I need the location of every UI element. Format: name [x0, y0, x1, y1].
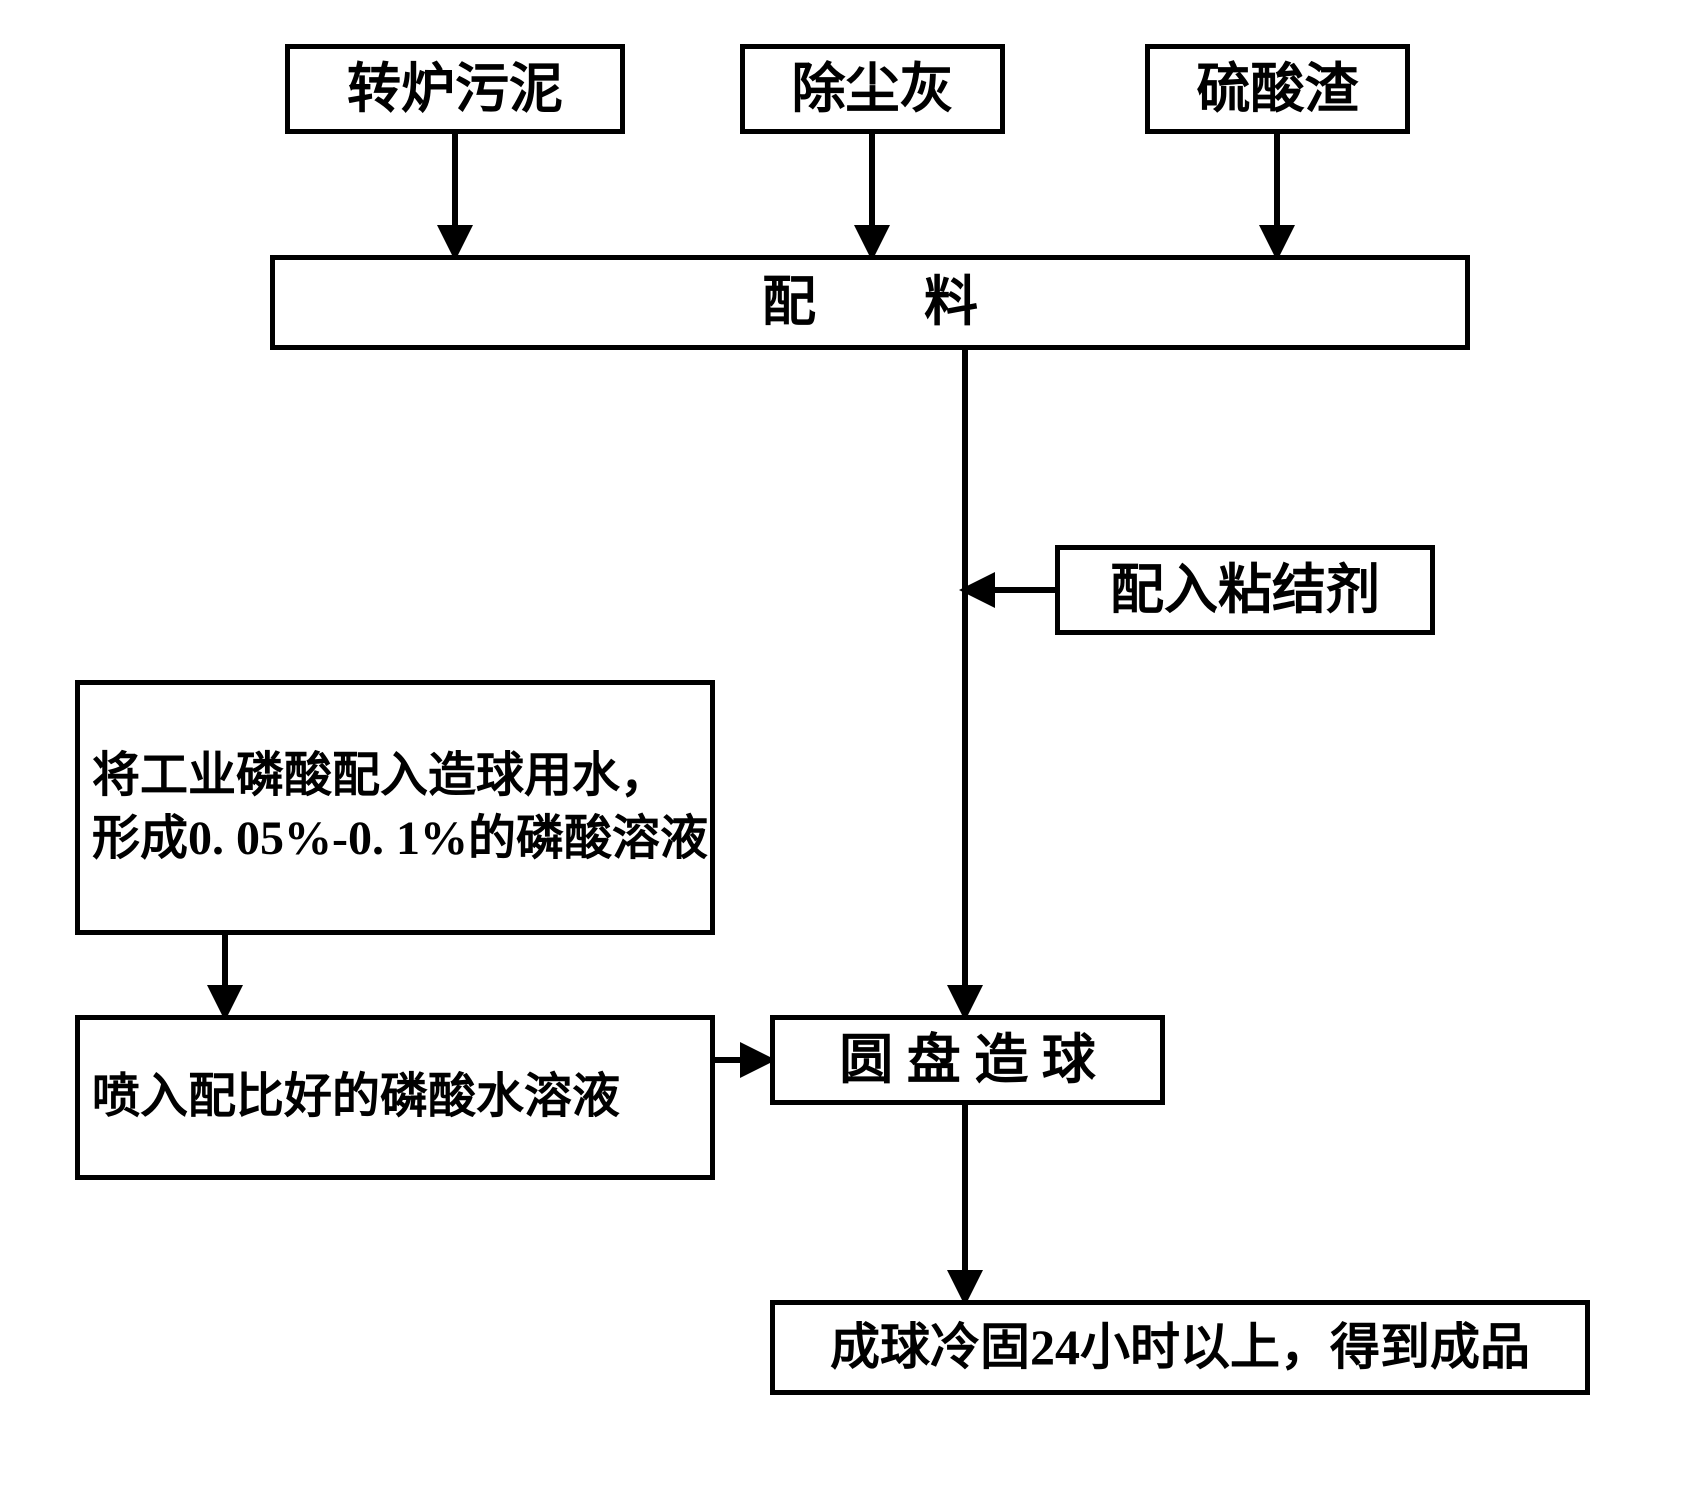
node-cool-solidify-product: 成球冷固24小时以上，得到成品 — [770, 1300, 1590, 1395]
node-add-binder: 配入粘结剂 — [1055, 545, 1435, 635]
node-label: 转炉污泥 — [347, 54, 563, 124]
node-label: 成球冷固24小时以上，得到成品 — [830, 1315, 1530, 1380]
node-prepare-phosphoric-solution: 将工业磷酸配入造球用水，形成0. 05%-0. 1%的磷酸溶液 — [75, 680, 715, 935]
node-dust-ash: 除尘灰 — [740, 44, 1005, 134]
node-label: 配 料 — [762, 267, 978, 337]
node-label: 硫酸渣 — [1197, 54, 1359, 124]
node-label: 配入粘结剂 — [1110, 555, 1380, 625]
node-converter-sludge: 转炉污泥 — [285, 44, 625, 134]
node-spray-phosphoric-solution: 喷入配比好的磷酸水溶液 — [75, 1015, 715, 1180]
node-batching: 配 料 — [270, 255, 1470, 350]
node-disc-pelletizing: 圆 盘 造 球 — [770, 1015, 1165, 1105]
node-sulfuric-slag: 硫酸渣 — [1145, 44, 1410, 134]
node-label: 除尘灰 — [792, 54, 954, 124]
node-label: 圆 盘 造 球 — [839, 1025, 1096, 1095]
node-label: 喷入配比好的磷酸水溶液 — [92, 1066, 620, 1128]
node-label: 将工业磷酸配入造球用水，形成0. 05%-0. 1%的磷酸溶液 — [92, 745, 710, 870]
